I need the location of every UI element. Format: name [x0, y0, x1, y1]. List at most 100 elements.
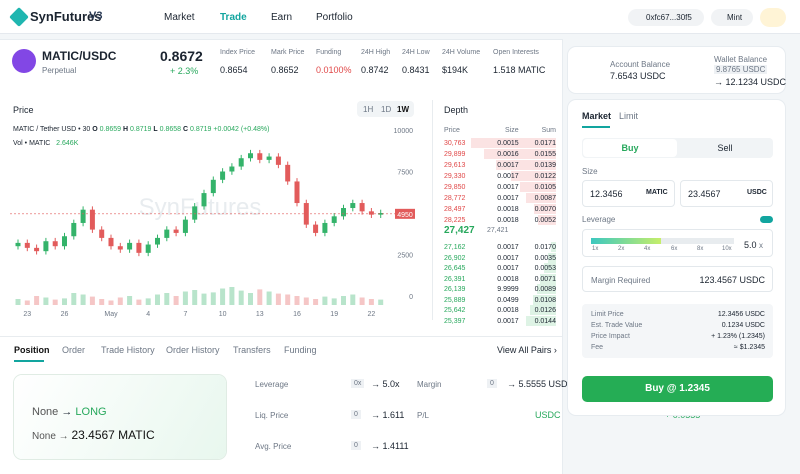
slider-track	[661, 238, 734, 244]
candle-body	[257, 153, 263, 160]
summary-label: Limit Price	[591, 311, 624, 318]
summary-box	[582, 304, 773, 358]
volume-bar	[341, 296, 346, 305]
detail-label: Liq. Price	[255, 411, 289, 420]
bid-row: 27,162 0.0017 0.0170	[444, 242, 556, 253]
input[interactable]	[582, 180, 675, 207]
order-type[interactable]: Limit	[619, 111, 639, 121]
x-tick-label: 7	[183, 311, 187, 318]
view-all[interactable]: View All Pairs ›	[497, 345, 557, 355]
summary-value: ≈ $1.2345	[733, 344, 765, 351]
chart-legend: MATIC / Tether USD • 30 O 0.8659 H 0.871…	[13, 126, 269, 133]
mint[interactable]: Mint	[711, 9, 753, 26]
stat-label: Funding	[316, 49, 342, 56]
stat-value: 0.8742	[361, 65, 389, 75]
volume-bar	[294, 296, 300, 305]
cell: 25,642	[444, 307, 466, 314]
candle-body	[285, 164, 291, 182]
x-tick-label: 23	[23, 311, 31, 318]
cell: 0.0017	[497, 195, 519, 202]
detail-to: → 1.4111	[371, 441, 409, 451]
address[interactable]: 0xfc67...30f5	[628, 9, 704, 26]
sell-tab[interactable]: Sell	[717, 143, 733, 153]
ohlc-value: 0.8659	[99, 126, 122, 133]
order-type[interactable]: Market	[582, 111, 612, 121]
volume-bar	[220, 288, 226, 305]
input-value: 12.3456	[590, 189, 623, 199]
tab[interactable]: Trade History	[101, 345, 155, 355]
candle-body	[136, 242, 142, 253]
detail-from: 0	[487, 379, 497, 388]
ask-depth	[496, 160, 556, 170]
cell: 30,763	[444, 140, 466, 147]
cell: 0.0017	[497, 244, 519, 251]
nav-item[interactable]: Earn	[271, 12, 293, 23]
leverage-tick: 4x	[644, 246, 651, 252]
cell: 0.0017	[497, 317, 519, 325]
cell: 27,162	[444, 244, 466, 251]
nav-item[interactable]: Trade	[220, 12, 247, 23]
input[interactable]	[680, 180, 773, 207]
size-from: None	[32, 431, 56, 442]
bid-depth	[547, 252, 556, 263]
position-card	[14, 375, 226, 459]
stat-label: Index Price	[220, 49, 256, 56]
cell: 0.0035	[534, 254, 556, 262]
ask-depth	[538, 215, 556, 225]
interval[interactable]: 1D	[381, 105, 392, 114]
leverage-tick: 2x	[618, 246, 625, 252]
cell: 0.0126	[534, 307, 556, 314]
volume-bar	[173, 296, 179, 305]
cell: 0.0018	[497, 307, 519, 314]
pair[interactable]: MATIC/USDC	[42, 49, 117, 63]
ask-row: 30,763 0.0015 0.0171	[444, 138, 556, 149]
tab[interactable]: Order	[62, 345, 86, 355]
bid-row: 26,902 0.0017 0.0035	[444, 253, 556, 264]
label: Margin Required	[591, 276, 651, 285]
summary-value: 12.3456 USDC	[717, 311, 765, 318]
volume-bar	[192, 290, 198, 305]
cell: 28,772	[444, 195, 466, 202]
nav-item[interactable]: Portfolio	[316, 12, 353, 23]
tab[interactable]: Funding	[284, 345, 317, 355]
volume-bar	[285, 294, 291, 305]
mid-index: 27,421	[487, 227, 509, 234]
tab[interactable]: Position	[14, 345, 50, 355]
candle-body	[313, 224, 319, 233]
stat-value: 0.8431	[402, 65, 430, 75]
nav-item[interactable]: Market	[164, 12, 195, 23]
interval[interactable]: 1W	[397, 105, 409, 114]
candle-body	[173, 229, 179, 233]
cell: 0.0018	[497, 206, 519, 213]
margin-box	[582, 266, 773, 292]
stat-label: Mark Price	[271, 49, 305, 56]
last-price-tag	[395, 208, 415, 219]
volume-bar	[24, 300, 30, 305]
candle-body	[229, 166, 235, 172]
version: V3	[89, 10, 103, 22]
ask-depth	[526, 193, 556, 203]
ask-row: 29,899 0.0016 0.0155	[444, 149, 556, 160]
bid-row: 25,397 0.0017 0.0144	[444, 316, 556, 327]
last-price-label: 4950	[397, 212, 413, 219]
ask-row: 28,225 0.0018 0.0052	[444, 215, 556, 226]
buy-tab[interactable]: Buy	[583, 139, 677, 157]
buy-button[interactable]: Buy @ 1.2345	[582, 376, 773, 402]
avatar[interactable]	[760, 8, 786, 27]
interval[interactable]: 1H	[363, 105, 374, 114]
volume-bar	[71, 293, 77, 305]
toggle[interactable]	[760, 216, 773, 223]
tab[interactable]: Transfers	[233, 345, 271, 355]
volume-bar	[378, 299, 384, 305]
cell: 0.0155	[534, 151, 556, 158]
candle-body	[182, 219, 188, 233]
legend-symbol: MATIC / Tether USD • 30	[13, 126, 91, 133]
cell: 0.0070	[534, 206, 556, 213]
logo[interactable]: SynFutures	[30, 9, 102, 24]
candle-body	[322, 222, 328, 233]
volume-bar	[15, 299, 21, 305]
detail-from: 0x	[351, 379, 365, 388]
tab[interactable]: Order History	[166, 345, 220, 355]
candle-body	[201, 193, 207, 207]
